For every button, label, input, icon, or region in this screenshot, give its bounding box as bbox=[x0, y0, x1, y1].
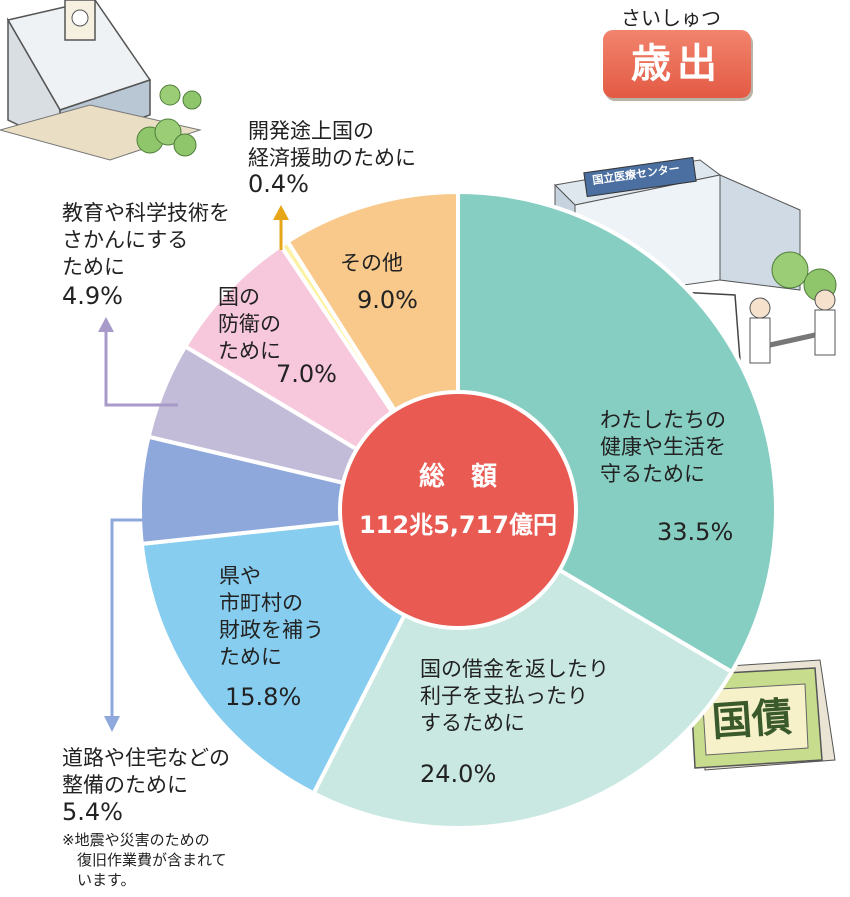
bond-illustration bbox=[689, 659, 836, 771]
pct-other: 9.0% bbox=[357, 286, 418, 314]
education-leader-line bbox=[104, 330, 178, 407]
center-total-value: 112兆5,717億円 bbox=[358, 511, 557, 539]
pct-local: 15.8% bbox=[225, 683, 302, 711]
education-arrowhead bbox=[98, 317, 114, 332]
title-ruby: さいしゅつ bbox=[621, 6, 721, 30]
center-total-title: 総 額 bbox=[418, 462, 497, 492]
title-badge: 歳出 bbox=[603, 30, 751, 98]
school-illustration bbox=[0, 0, 202, 161]
label-health: わたしたちの 健康や生活を 守るために bbox=[600, 408, 726, 486]
label-aid: 開発途上国の 経済援助のために bbox=[248, 119, 416, 170]
pct-defense: 7.0% bbox=[276, 360, 337, 388]
leader-lines bbox=[98, 205, 289, 732]
label-debt: 国の借金を返したり 利子を支払ったり するために bbox=[420, 657, 609, 735]
bond-label: 国債 bbox=[710, 694, 794, 746]
pct-roads: 5.4% bbox=[62, 798, 123, 826]
roads-footnote: ※地震や災害のための 復旧作業費が含まれて います。 bbox=[62, 831, 227, 889]
roads-leader-line bbox=[110, 518, 148, 718]
center-total-circle bbox=[338, 390, 578, 630]
label-other: その他 bbox=[340, 251, 403, 275]
label-local: 県や 市町村の 財政を補う ために bbox=[219, 564, 324, 669]
label-roads: 道路や住宅などの 整備のために bbox=[62, 746, 230, 797]
roads-arrowhead bbox=[104, 716, 120, 732]
aid-arrowhead bbox=[273, 205, 289, 220]
pct-aid: 0.4% bbox=[248, 170, 309, 198]
pct-education: 4.9% bbox=[62, 282, 123, 310]
pct-debt: 24.0% bbox=[420, 760, 497, 788]
label-education: 教育や科学技術を さかんにする ために bbox=[62, 201, 230, 279]
pct-health: 33.5% bbox=[657, 518, 734, 546]
label-defense: 国の 防衛の ために bbox=[218, 285, 281, 363]
